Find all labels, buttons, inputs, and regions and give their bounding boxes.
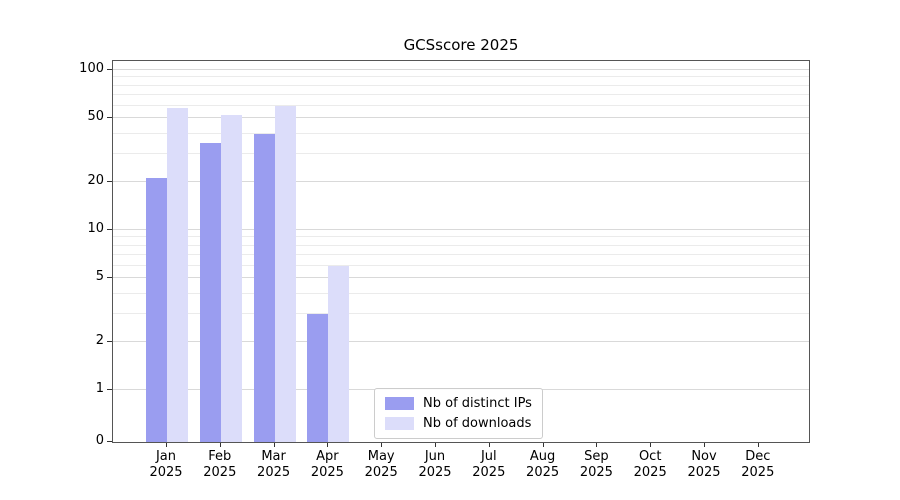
y-tick-mark [107,277,112,279]
y-tick-label: 100 [79,61,104,76]
minor-gridline [113,76,809,78]
minor-gridline [113,152,809,154]
y-tick-mark [107,340,112,342]
x-tick-mark [327,443,329,447]
x-tick-label: Mar 2025 [257,449,291,480]
x-tick-mark [381,443,383,447]
legend-item-distinct-ips: Nb of distinct IPs [385,396,532,411]
x-tick-mark [166,443,167,447]
x-tick-mark [542,443,544,447]
major-gridline [113,69,809,70]
y-tick-mark [107,117,112,119]
x-tick-mark [488,443,490,447]
x-tick-label: Feb 2025 [203,449,237,480]
y-tick-mark [107,69,112,70]
x-tick-mark [596,443,598,447]
minor-gridline [113,244,809,246]
y-tick-mark [107,389,112,390]
x-tick-label: Apr 2025 [310,449,344,480]
minor-gridline [113,104,809,106]
x-tick-mark [650,443,652,447]
major-gridline [113,229,809,230]
bar-ips-apr [307,313,329,442]
x-tick-label: Sep 2025 [579,449,613,480]
minor-gridline [113,292,809,294]
y-tick-mark [107,229,112,230]
bar-ips-mar [253,133,275,442]
x-tick-mark [273,443,275,447]
x-tick-label: Dec 2025 [741,449,775,480]
x-tick-label: Oct 2025 [633,449,667,480]
x-tick-label: Nov 2025 [687,449,721,480]
minor-gridline [113,132,809,134]
x-tick-label: Jul 2025 [472,449,506,480]
plot-area [112,60,810,443]
bar-downloads-jan [167,107,188,442]
legend-item-downloads: Nb of downloads [385,416,532,431]
minor-gridline [113,84,809,86]
y-tick-label: 5 [95,269,104,285]
x-tick-mark [219,443,221,447]
major-gridline [113,277,809,279]
x-tick-label: May 2025 [364,449,398,480]
minor-gridline [113,93,809,95]
bar-ips-feb [199,142,221,442]
y-tick-label: 2 [95,332,104,348]
y-tick-label: 10 [87,221,104,236]
y-tick-mark [107,180,112,182]
legend-swatch-distinct-ips [385,397,414,410]
y-tick-label: 50 [87,109,104,125]
legend-label-distinct-ips: Nb of distinct IPs [423,396,532,411]
minor-gridline [113,253,809,255]
x-tick-label: Jan 2025 [149,449,183,480]
minor-gridline [113,264,809,266]
x-tick-label: Jun 2025 [418,449,452,480]
minor-gridline [113,236,809,238]
bar-downloads-feb [220,115,242,442]
x-tick-mark [435,443,436,447]
bar-downloads-apr [328,265,350,442]
y-tick-mark [107,441,112,442]
legend: Nb of distinct IPs Nb of downloads [374,388,543,439]
y-tick-label: 0 [95,433,104,448]
legend-label-downloads: Nb of downloads [423,416,532,431]
major-gridline [113,180,809,182]
x-tick-mark [757,443,759,447]
y-tick-label: 20 [87,172,104,188]
major-gridline [113,340,809,342]
bar-ips-jan [146,178,167,442]
x-tick-mark [704,443,705,447]
chart-title: GCSscore 2025 [403,36,519,54]
x-tick-label: Aug 2025 [526,449,560,480]
legend-swatch-downloads [385,417,414,430]
major-gridline [113,117,809,119]
minor-gridline [113,312,809,314]
y-tick-label: 1 [95,381,104,396]
bar-downloads-mar [274,105,296,442]
